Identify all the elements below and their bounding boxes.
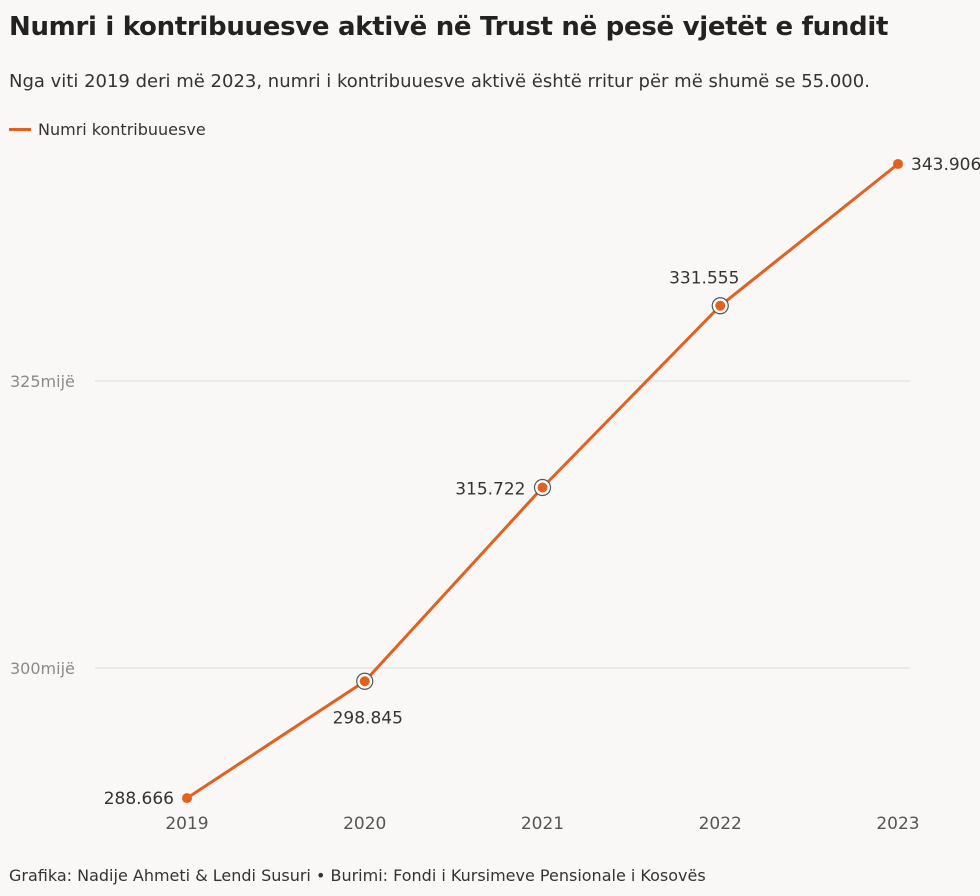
x-tick-label: 2022 bbox=[699, 814, 742, 834]
data-point bbox=[715, 300, 726, 311]
x-tick-label: 2023 bbox=[876, 814, 919, 834]
legend: Numri kontribuuesve bbox=[9, 120, 206, 139]
legend-label: Numri kontribuuesve bbox=[38, 120, 206, 139]
data-label: 331.555 bbox=[669, 269, 739, 289]
data-point bbox=[893, 158, 903, 169]
data-point bbox=[182, 793, 192, 804]
y-tick-label: 300mijë bbox=[10, 659, 75, 678]
x-tick-label: 2021 bbox=[521, 814, 564, 834]
data-label: 298.845 bbox=[333, 708, 403, 728]
chart-subtitle: Nga viti 2019 deri më 2023, numri i kont… bbox=[9, 71, 870, 92]
data-point bbox=[359, 676, 370, 687]
chart-footer: Grafika: Nadije Ahmeti & Lendi Susuri • … bbox=[9, 866, 706, 885]
chart-title: Numri i kontribuuesve aktivë në Trust në… bbox=[9, 12, 889, 42]
x-tick-label: 2019 bbox=[165, 814, 208, 834]
x-tick-label: 2020 bbox=[343, 814, 386, 834]
legend-swatch bbox=[9, 128, 31, 131]
data-label: 315.722 bbox=[455, 480, 525, 500]
data-point bbox=[537, 482, 548, 493]
y-tick-label: 325mijë bbox=[10, 372, 75, 391]
data-label: 288.666 bbox=[104, 789, 174, 809]
data-label: 343.906 bbox=[911, 155, 980, 175]
